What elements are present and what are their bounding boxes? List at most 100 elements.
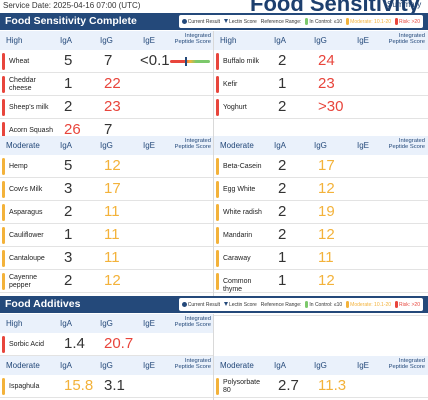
section-header-food-additives: Food Additives Current Result Lectin Sco… [0, 296, 428, 313]
category-label: Moderate [6, 361, 40, 370]
ige-col-header: IgE [143, 36, 156, 45]
column-header: Moderate IgA IgG IgE Integrated Peptide Scor… [214, 356, 428, 375]
igg-value: 22 [104, 75, 121, 92]
result-row: Wheat 5 7 <0.1 [0, 50, 214, 73]
severity-bar [216, 250, 219, 267]
orange-bar-icon [346, 301, 350, 308]
food-name: Common thyme [223, 278, 252, 293]
column-header: Moderate IgA IgG IgE Integrated Peptide Scor… [0, 356, 214, 375]
legend-current: Current Result [181, 301, 220, 308]
report-subtitle: Summary [387, 0, 422, 9]
iga-value: 2 [278, 98, 287, 115]
result-row: Common thyme 1 12 [214, 270, 428, 293]
column-header: Moderate IgA IgG IgE Integrated Peptide Scor… [214, 136, 428, 155]
food-name: Polysorbate 80 [223, 379, 260, 394]
legend-in-control: In Control: ≤10 [305, 301, 342, 308]
iga-value: 26 [64, 121, 81, 138]
severity-bar [2, 76, 5, 93]
legend-lectin: Lectin Score [224, 302, 257, 308]
green-bar-icon [305, 18, 309, 25]
report-title: Food Sensitivity [250, 0, 420, 16]
igg-value: 11 [104, 249, 120, 266]
result-row: Asparagus 2 11 [0, 201, 214, 224]
igg-value: 23 [104, 98, 121, 115]
food-name: White radish [223, 209, 262, 216]
food-name: Mandarin [223, 232, 253, 239]
column-header: High IgA IgG IgE Integrated Peptide Score [0, 314, 214, 333]
igg-value: 11.3 [318, 377, 347, 394]
igg-col-header: IgG [100, 36, 113, 45]
iga-value: 2 [64, 203, 73, 220]
iga-col-header: IgA [274, 361, 287, 370]
igg-col-header: IgG [314, 361, 327, 370]
food-name: Cow's Milk [9, 186, 43, 193]
severity-bar [2, 250, 5, 267]
ige-col-header: IgE [357, 361, 370, 370]
ips-col-header: Integrated Peptide Score [388, 358, 425, 370]
iga-value: 2.7 [278, 377, 299, 394]
food-name: Asparagus [9, 209, 43, 216]
igg-value: 3.1 [104, 377, 125, 394]
ige-col-header: IgE [143, 141, 156, 150]
food-name: Cauliflower [9, 232, 44, 239]
green-bar-icon [305, 301, 309, 308]
section-title: Food Additives [5, 298, 81, 310]
result-row: Cheddar cheese 1 22 [0, 73, 214, 96]
igg-value: 12 [318, 226, 335, 243]
severity-bar [2, 122, 5, 139]
iga-value: 2 [278, 52, 287, 69]
igg-value: 17 [104, 180, 121, 197]
severity-bar [216, 181, 219, 198]
iga-value: 2 [278, 157, 287, 174]
iga-value: 5 [64, 52, 73, 69]
severity-bar [2, 336, 5, 353]
severity-bar [2, 99, 5, 116]
igg-col-header: IgG [100, 141, 113, 150]
severity-bar [216, 99, 219, 116]
current-result-icon [181, 301, 187, 307]
severity-bar [2, 227, 5, 244]
severity-bar [2, 158, 5, 175]
category-label: Moderate [220, 361, 254, 370]
iga-col-header: IgA [274, 141, 287, 150]
iga-col-header: IgA [60, 319, 73, 328]
column-divider [213, 314, 214, 400]
severity-bar [216, 158, 219, 175]
category-label: Moderate [220, 141, 254, 150]
food-name: Ispaghula [9, 383, 40, 390]
food-name: Hemp [9, 163, 28, 170]
igg-value: 12 [318, 272, 335, 289]
food-name: Acorn Squash [9, 127, 53, 134]
food-name: Beta-Casein [223, 163, 262, 170]
result-row: White radish 2 19 [214, 201, 428, 224]
legend-lectin: Lectin Score [224, 19, 257, 25]
result-row: Mandarin 2 12 [214, 224, 428, 247]
ige-col-header: IgE [357, 141, 370, 150]
food-name: Sorbic Acid [9, 341, 45, 348]
ips-col-header: Integrated Peptide Score [174, 138, 211, 150]
ips-col-header: Integrated Peptide Score [388, 33, 425, 45]
igg-value: 12 [104, 272, 121, 289]
igg-value: 7 [104, 52, 113, 69]
food-name: Cantaloupe [9, 255, 45, 262]
iga-value: 1 [278, 272, 287, 289]
result-row: Caraway 1 11 [214, 247, 428, 270]
igg-value: 11 [104, 203, 120, 220]
ige-value: <0.1 [140, 52, 170, 69]
igg-value: 12 [104, 157, 121, 174]
column-header: Moderate IgA IgG IgE Integrated Peptide Scor… [0, 136, 214, 155]
result-row: Sheep's milk 2 23 [0, 96, 214, 119]
legend-in-control: In Control: ≤10 [305, 18, 342, 25]
legend-moderate: Moderate: 10.1-20 [346, 301, 391, 308]
report-header: Service Date: 2025-04-16 07:00 (UTC) Foo… [0, 0, 428, 16]
igg-value: 11 [318, 249, 334, 266]
severity-bar [2, 181, 5, 198]
section-header-food-sensitivity: Food Sensitivity Complete Current Result… [0, 13, 428, 30]
result-row: Hemp 5 12 [0, 155, 214, 178]
severity-bar [2, 204, 5, 221]
legend: Current Result Lectin Score Reference Ra… [178, 15, 423, 28]
result-row: Beta-Casein 2 17 [214, 155, 428, 178]
severity-bar [216, 273, 219, 290]
igg-value: 20.7 [104, 335, 134, 352]
current-result-icon [181, 18, 187, 24]
